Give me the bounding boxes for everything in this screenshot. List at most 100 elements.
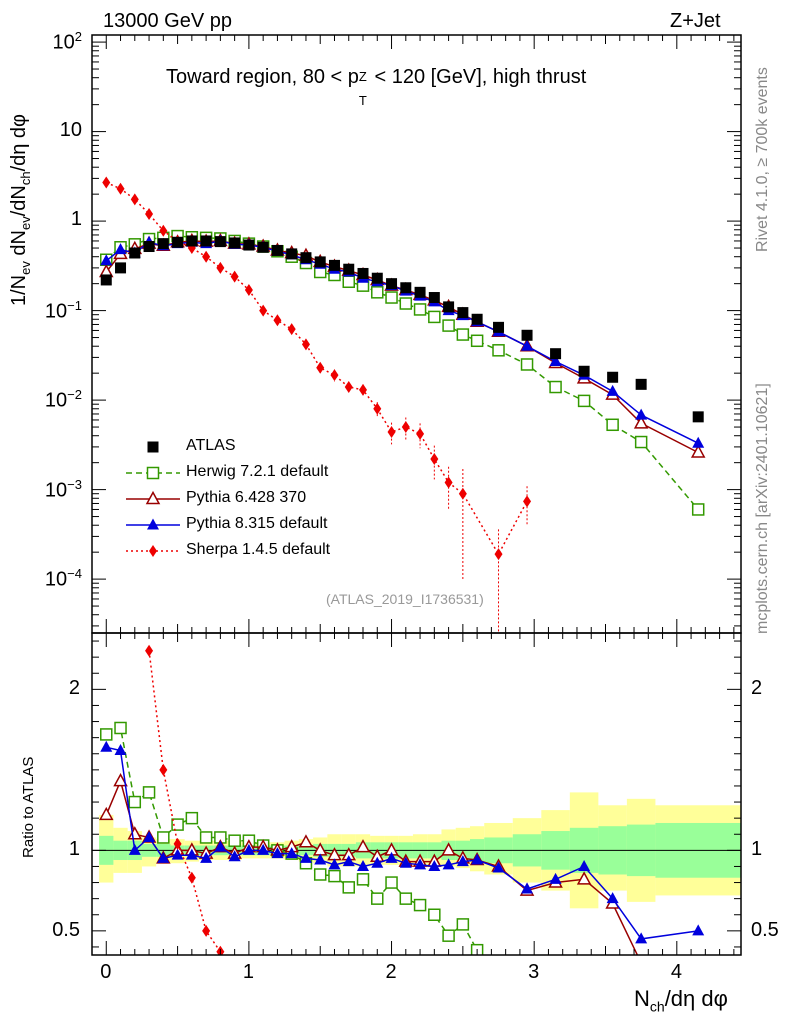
ratio-y-tick-label: 1 — [68, 838, 80, 861]
x-tick-label: 3 — [528, 961, 540, 983]
data-point — [257, 241, 269, 253]
data-point — [273, 314, 282, 327]
data-point — [578, 859, 591, 871]
data-point — [314, 853, 327, 865]
data-point — [328, 259, 340, 271]
data-point — [229, 237, 241, 249]
data-point — [634, 435, 648, 449]
ratio-y-tick-label: 1 — [751, 838, 763, 861]
analysis-id: (ATLAS_2019_I1736531) — [326, 591, 484, 607]
y-tick-label: 10−2 — [44, 387, 82, 412]
data-point — [413, 898, 427, 912]
legend-marker-pythia-6-428-370 — [145, 490, 161, 505]
data-point — [641, 954, 642, 955]
data-point — [430, 452, 439, 465]
data-point — [344, 381, 353, 394]
data-point — [142, 786, 156, 799]
process-label: Z+Jet — [670, 10, 721, 32]
legend — [126, 441, 180, 557]
data-point — [493, 321, 505, 333]
data-point — [228, 850, 241, 862]
data-point — [157, 851, 170, 863]
data-point — [577, 394, 591, 408]
data-point — [159, 224, 168, 237]
series-line-sherpa-1-4-5-default — [148, 650, 222, 953]
data-point — [286, 248, 298, 260]
data-point — [399, 892, 413, 905]
main-y-axis-label: 1/Nev dNev/dNch/dη dφ — [8, 113, 33, 306]
data-point — [145, 644, 154, 657]
data-point — [202, 250, 211, 263]
data-point — [243, 239, 255, 251]
data-point — [271, 847, 284, 859]
data-point — [316, 361, 325, 374]
data-point — [635, 378, 647, 390]
data-point — [692, 436, 705, 448]
data-point — [371, 856, 384, 868]
x-tick-label: 1 — [242, 961, 255, 983]
ratio-y-tick-label: 2 — [68, 677, 80, 700]
data-point — [428, 859, 441, 871]
data-point — [385, 876, 398, 889]
x-tick-label: 2 — [385, 961, 397, 983]
data-point — [428, 310, 441, 324]
data-point — [202, 924, 211, 937]
data-point — [690, 444, 706, 458]
data-point — [342, 855, 355, 867]
data-point — [271, 244, 283, 256]
data-point — [171, 848, 184, 860]
data-point — [371, 286, 384, 299]
x-axis-label: Nch/dη dφ — [634, 986, 728, 1015]
legend-marker-herwig-7-2-1-default — [146, 466, 160, 480]
data-point — [493, 958, 504, 969]
data-point — [313, 868, 327, 881]
ratio-y-tick-label: 0.5 — [751, 918, 779, 941]
data-point — [200, 235, 212, 247]
data-point — [173, 837, 182, 850]
data-point — [416, 427, 425, 440]
data-point — [633, 415, 649, 429]
y-tick-label: 10−3 — [44, 476, 82, 502]
data-point — [387, 426, 396, 439]
y-tick-label: 10 — [59, 118, 82, 141]
data-point — [230, 270, 239, 283]
data-point — [456, 918, 470, 931]
data-point — [128, 795, 142, 809]
data-point — [357, 267, 369, 279]
y-tick-label: 10−4 — [44, 566, 82, 591]
data-point — [145, 208, 154, 221]
data-point — [314, 256, 326, 268]
legend-label-pythia-6-428-370: Pythia 6.428 370 — [186, 489, 307, 506]
data-point — [692, 411, 704, 423]
legend-label-atlas: ATLAS — [186, 437, 236, 454]
data-point — [442, 929, 455, 942]
data-point — [458, 487, 467, 500]
y-tick-label: 102 — [52, 29, 82, 54]
series-line-herwig-7-2-1-default — [105, 235, 699, 510]
mcplots-reference-note: mcplots.cern.ch [arXiv:2401.10621] — [754, 383, 771, 634]
data-point — [330, 369, 339, 382]
data-point — [386, 278, 398, 290]
series-sherpa-1-4-5-default — [145, 644, 225, 955]
data-point — [157, 831, 170, 844]
data-point — [298, 834, 314, 848]
data-point — [300, 252, 312, 264]
data-point — [635, 932, 648, 944]
data-point — [342, 881, 355, 894]
y-tick-label: 1 — [70, 208, 82, 231]
series-line-herwig-7-2-1-default — [105, 726, 487, 955]
data-point — [172, 236, 184, 248]
data-point — [214, 840, 227, 852]
data-point — [185, 848, 198, 860]
ratio-y-tick-label: 0.5 — [52, 918, 80, 941]
legend-marker-sherpa-1-4-5-default — [149, 545, 157, 557]
data-point — [186, 235, 198, 247]
data-point — [399, 856, 412, 868]
data-point — [130, 193, 139, 206]
rivet-version-note: Rivet 4.1.0, ≥ 700k events — [754, 67, 771, 252]
data-point — [414, 858, 427, 870]
data-point — [113, 773, 128, 787]
series-sherpa-1-4-5-default — [102, 176, 532, 633]
data-point — [606, 384, 619, 396]
